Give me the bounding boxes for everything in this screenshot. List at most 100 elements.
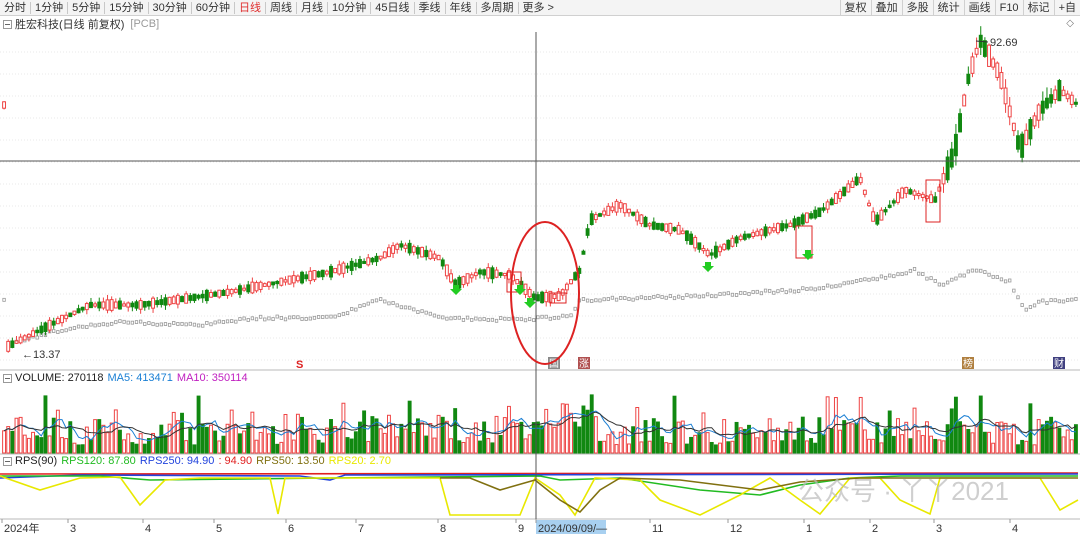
compare-candle bbox=[850, 280, 855, 285]
tab-separator bbox=[517, 1, 519, 14]
candle-body bbox=[72, 310, 77, 315]
collapse-icon[interactable] bbox=[3, 373, 12, 383]
tab-separator bbox=[475, 1, 477, 14]
compare-candle bbox=[768, 288, 772, 293]
volume-bar bbox=[457, 440, 462, 454]
period-tab-2[interactable]: 5分钟 bbox=[72, 1, 101, 14]
volume-bar bbox=[411, 432, 416, 454]
candle-body bbox=[672, 226, 677, 232]
diamond-icon[interactable]: ◇ bbox=[1066, 18, 1074, 29]
tool-button-5[interactable]: F10 bbox=[994, 0, 1023, 16]
tool-button-4[interactable]: 画线 bbox=[963, 0, 995, 16]
candle-body bbox=[602, 210, 607, 216]
candle-body bbox=[655, 222, 660, 230]
period-tab-10[interactable]: 45日线 bbox=[375, 1, 410, 14]
candle-body bbox=[217, 289, 222, 298]
period-tab-6[interactable]: 日线 bbox=[239, 1, 261, 14]
candle-body bbox=[465, 273, 470, 284]
compare-candle bbox=[656, 294, 660, 298]
compare-candle bbox=[912, 267, 917, 271]
stock-sector-tag[interactable]: [PCB] bbox=[130, 18, 160, 30]
volume-bar bbox=[473, 422, 478, 454]
period-tab-8[interactable]: 月线 bbox=[301, 1, 323, 14]
period-tab-5[interactable]: 60分钟 bbox=[195, 1, 230, 14]
candle-body bbox=[788, 222, 793, 228]
tool-button-7[interactable]: +自 bbox=[1053, 0, 1080, 16]
compare-candle bbox=[631, 297, 635, 302]
tool-button-3[interactable]: 统计 bbox=[932, 0, 964, 16]
compare-candle bbox=[172, 321, 176, 325]
candle-body bbox=[867, 202, 871, 207]
candle-body bbox=[627, 208, 631, 214]
period-tab-13[interactable]: 多周期 bbox=[480, 1, 514, 14]
candle-body bbox=[407, 242, 412, 254]
candle-body bbox=[705, 249, 710, 257]
tool-button-2[interactable]: 多股 bbox=[901, 0, 933, 16]
candle-body bbox=[47, 319, 52, 331]
volume-bar bbox=[958, 421, 963, 454]
compare-candle bbox=[93, 323, 97, 328]
volume-bar bbox=[742, 428, 747, 454]
compare-candle bbox=[614, 297, 619, 302]
compare-candle bbox=[470, 318, 474, 322]
high-pointer bbox=[975, 40, 989, 43]
candle-body bbox=[730, 237, 735, 247]
volume-bar bbox=[730, 440, 735, 454]
volume-bar bbox=[155, 436, 160, 454]
candle-body bbox=[689, 233, 694, 245]
volume-bar bbox=[544, 408, 549, 454]
volume-bar bbox=[647, 440, 652, 454]
tool-button-6[interactable]: 标记 bbox=[1022, 0, 1054, 16]
compare-candle bbox=[457, 315, 461, 320]
period-tab-14[interactable]: 更多 > bbox=[522, 1, 554, 14]
candle-body bbox=[668, 222, 673, 234]
period-tab-7[interactable]: 周线 bbox=[270, 1, 292, 14]
period-tab-4[interactable]: 30分钟 bbox=[152, 1, 187, 14]
volume-bar bbox=[676, 421, 681, 454]
compare-candle bbox=[1066, 298, 1070, 303]
compare-candle bbox=[523, 318, 528, 323]
candle-body bbox=[722, 243, 727, 251]
period-tab-3[interactable]: 15分钟 bbox=[109, 1, 144, 14]
candle-body bbox=[362, 260, 367, 264]
candle-body bbox=[974, 47, 979, 55]
candle-body bbox=[1024, 129, 1029, 146]
volume-bar bbox=[556, 422, 561, 454]
volume-bar bbox=[163, 435, 168, 454]
volume-bar bbox=[887, 410, 892, 454]
candle-body bbox=[345, 265, 350, 269]
tool-button-0[interactable]: 复权 bbox=[839, 0, 871, 16]
volume-bar bbox=[35, 435, 40, 454]
tab-separator bbox=[234, 1, 235, 14]
period-tab-1[interactable]: 1分钟 bbox=[35, 1, 64, 14]
compare-candle bbox=[933, 279, 937, 283]
compare-candle bbox=[254, 317, 259, 322]
candle-body bbox=[287, 275, 292, 285]
collapse-icon[interactable] bbox=[3, 456, 12, 466]
volume-bar bbox=[755, 437, 760, 454]
volume-bar bbox=[151, 432, 156, 454]
collapse-icon[interactable] bbox=[3, 19, 12, 29]
candle-body bbox=[478, 269, 482, 275]
compare-candle bbox=[242, 316, 246, 321]
period-tab-0[interactable]: 分时 bbox=[4, 1, 26, 14]
annotation-boxes bbox=[506, 179, 941, 304]
volume-bar bbox=[84, 426, 89, 454]
tool-button-1[interactable]: 叠加 bbox=[870, 0, 902, 16]
period-tab-11[interactable]: 季线 bbox=[418, 1, 441, 14]
candle-body bbox=[647, 223, 652, 227]
candle-body bbox=[26, 333, 31, 338]
compare-candle bbox=[585, 298, 590, 303]
period-tab-9[interactable]: 10分钟 bbox=[332, 1, 367, 14]
candle-body bbox=[449, 273, 453, 283]
period-tab-12[interactable]: 年线 bbox=[449, 1, 472, 14]
candle-body bbox=[693, 236, 698, 249]
compare-candle bbox=[118, 319, 122, 324]
compare-candle bbox=[681, 296, 685, 300]
compare-candle bbox=[635, 296, 639, 301]
volume-value: VOLUME: 270118 bbox=[15, 372, 104, 384]
compare-candle bbox=[954, 276, 958, 281]
x-axis-label: 9 bbox=[518, 523, 524, 535]
candle-body bbox=[155, 300, 160, 306]
